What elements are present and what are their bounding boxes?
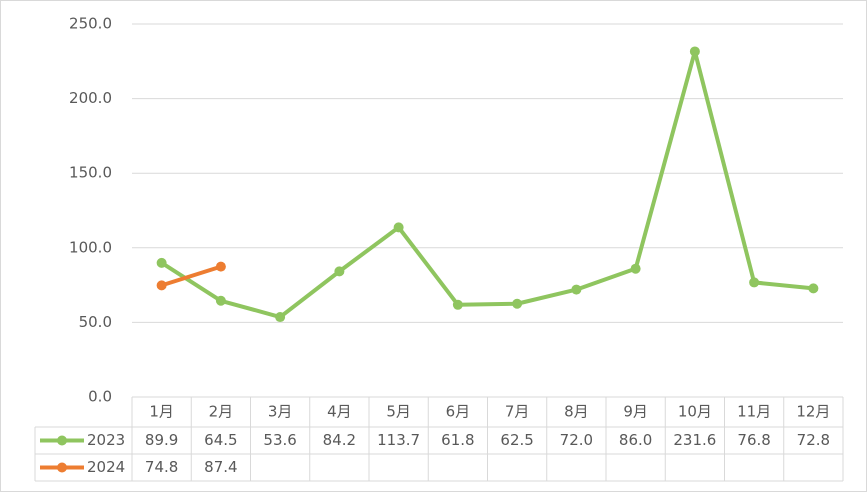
table-value: 76.8 xyxy=(737,431,770,449)
x-tick-label: 12月 xyxy=(796,403,830,421)
table-value: 72.8 xyxy=(797,431,830,449)
x-tick-label: 8月 xyxy=(564,403,589,421)
point xyxy=(156,280,167,291)
x-tick-label: 4月 xyxy=(327,403,352,421)
table-value: 89.9 xyxy=(145,431,178,449)
table-value: 62.5 xyxy=(500,431,533,449)
point xyxy=(452,299,463,310)
legend-marker xyxy=(57,435,67,446)
series-line xyxy=(160,49,814,320)
series-line xyxy=(161,264,222,288)
x-tick-label: 9月 xyxy=(623,403,648,421)
legend-label: 2024 xyxy=(87,458,125,476)
table-value: 72.0 xyxy=(560,431,593,449)
point xyxy=(808,283,819,294)
point xyxy=(334,266,345,277)
x-tick-label: 1月 xyxy=(149,403,174,421)
y-tick-label: 200.0 xyxy=(69,89,112,107)
table-value: 64.5 xyxy=(204,431,237,449)
table-value: 74.8 xyxy=(145,458,178,476)
table-value: 231.6 xyxy=(673,431,716,449)
point xyxy=(571,284,582,295)
y-tick-label: 250.0 xyxy=(69,15,112,33)
point xyxy=(630,263,641,274)
point xyxy=(749,277,760,288)
x-tick-label: 11月 xyxy=(737,403,771,421)
x-tick-label: 6月 xyxy=(446,403,471,421)
point xyxy=(393,222,404,233)
x-tick-label: 2月 xyxy=(209,403,234,421)
legend-marker xyxy=(57,462,67,473)
table-value: 84.2 xyxy=(323,431,356,449)
table-value: 87.4 xyxy=(204,458,237,476)
point xyxy=(689,46,700,57)
y-tick-label: 50.0 xyxy=(79,313,112,331)
x-tick-label: 7月 xyxy=(505,403,530,421)
point xyxy=(156,257,167,268)
point xyxy=(215,295,226,306)
table-value: 86.0 xyxy=(619,431,652,449)
point xyxy=(512,298,523,309)
point xyxy=(215,261,226,272)
y-tick-label: 100.0 xyxy=(69,238,112,256)
x-tick-label: 5月 xyxy=(386,403,411,421)
point xyxy=(275,312,286,323)
y-tick-label: 150.0 xyxy=(69,164,112,182)
table-value: 53.6 xyxy=(263,431,296,449)
y-tick-label: 0.0 xyxy=(88,388,112,406)
x-tick-label: 10月 xyxy=(678,403,712,421)
x-tick-label: 3月 xyxy=(268,403,293,421)
table-value: 61.8 xyxy=(441,431,474,449)
legend-label: 2023 xyxy=(87,431,125,449)
table-value: 113.7 xyxy=(377,431,420,449)
